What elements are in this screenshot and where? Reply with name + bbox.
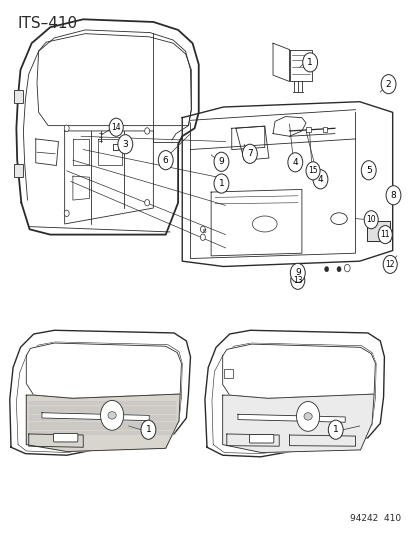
Text: 4: 4 [292,158,297,167]
Circle shape [296,401,319,431]
Polygon shape [42,413,149,421]
Text: 9: 9 [218,157,224,166]
Polygon shape [26,394,180,451]
Polygon shape [222,344,375,398]
Bar [224,368,233,378]
Bar [14,164,23,177]
Text: B: B [202,229,205,235]
Circle shape [145,199,149,206]
Bar [305,127,310,132]
Circle shape [145,128,149,134]
Circle shape [363,211,377,229]
Circle shape [361,161,375,180]
Circle shape [214,152,228,171]
Text: 3: 3 [122,140,128,149]
Ellipse shape [330,213,347,224]
Circle shape [118,135,133,154]
Circle shape [290,263,304,282]
Text: 94242  410: 94242 410 [349,514,400,523]
Circle shape [377,225,391,244]
Polygon shape [237,414,344,422]
Circle shape [200,226,205,232]
FancyBboxPatch shape [53,433,78,442]
Circle shape [242,144,257,164]
Circle shape [293,264,299,272]
Circle shape [290,271,304,289]
Circle shape [305,162,319,180]
Text: 2: 2 [385,79,390,88]
Text: 1: 1 [332,425,338,434]
Ellipse shape [303,413,311,420]
Circle shape [328,420,342,439]
Circle shape [361,171,366,177]
Circle shape [141,420,155,439]
Ellipse shape [108,411,116,419]
Bar [322,127,327,132]
Bar [14,90,23,103]
Circle shape [64,210,69,216]
Polygon shape [222,394,373,453]
Circle shape [324,266,328,272]
Bar [366,221,389,241]
Text: 1: 1 [218,179,224,188]
Text: 10: 10 [366,215,375,224]
Text: 11: 11 [380,230,389,239]
Text: 14: 14 [111,123,121,132]
Text: 7: 7 [247,149,252,158]
Text: 15: 15 [308,166,317,175]
Circle shape [336,266,340,272]
Text: 12: 12 [385,260,394,269]
Text: 8: 8 [390,191,395,200]
Ellipse shape [252,216,276,232]
FancyBboxPatch shape [249,434,273,443]
Circle shape [200,234,205,240]
Circle shape [312,169,327,189]
Text: 13: 13 [292,276,302,285]
Text: 9: 9 [294,269,300,277]
Circle shape [299,268,303,273]
Circle shape [382,255,396,273]
Circle shape [158,151,173,169]
Circle shape [385,185,400,205]
Text: 5: 5 [365,166,371,175]
Text: 1: 1 [306,58,312,67]
Circle shape [64,125,69,132]
Circle shape [100,400,123,430]
Circle shape [380,75,395,94]
Circle shape [109,118,123,136]
Circle shape [214,174,228,193]
Text: 4: 4 [317,175,323,184]
Circle shape [302,53,317,72]
Circle shape [367,167,372,174]
Circle shape [287,153,302,172]
Polygon shape [26,343,181,398]
Text: ITS–410: ITS–410 [17,15,77,30]
Text: 1: 1 [145,425,151,434]
Text: 6: 6 [162,156,168,165]
Circle shape [344,264,349,272]
